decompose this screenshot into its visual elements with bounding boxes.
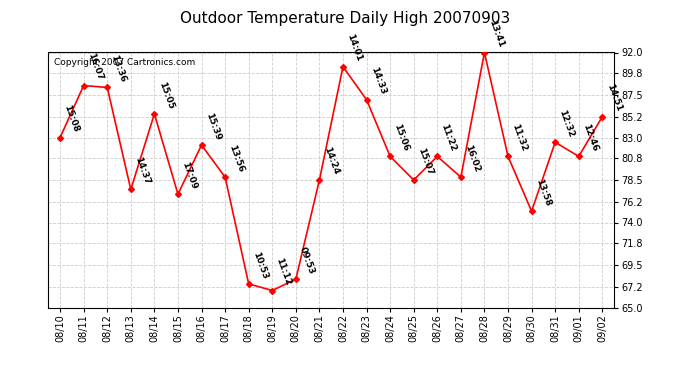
- Text: 15:08: 15:08: [63, 104, 81, 134]
- Text: 13:56: 13:56: [228, 143, 246, 173]
- Text: 11:12: 11:12: [275, 257, 293, 287]
- Text: 12:32: 12:32: [558, 108, 575, 138]
- Text: 13:36: 13:36: [110, 54, 128, 84]
- Text: 16:02: 16:02: [463, 144, 482, 173]
- Text: 15:39: 15:39: [204, 111, 222, 141]
- Text: 15:05: 15:05: [157, 80, 175, 110]
- Text: 13:58: 13:58: [534, 177, 552, 207]
- Text: 14:51: 14:51: [604, 83, 623, 113]
- Text: 09:53: 09:53: [298, 245, 317, 275]
- Text: 15:06: 15:06: [393, 123, 411, 153]
- Text: 13:41: 13:41: [486, 19, 505, 49]
- Text: 11:22: 11:22: [440, 123, 458, 153]
- Text: 14:24: 14:24: [322, 146, 340, 176]
- Text: 16:07: 16:07: [86, 52, 104, 82]
- Text: 12:46: 12:46: [581, 123, 600, 153]
- Text: 10:53: 10:53: [251, 250, 269, 280]
- Text: 14:01: 14:01: [345, 33, 364, 63]
- Text: 11:32: 11:32: [511, 123, 529, 153]
- Text: Copyright 2007 Cartronics.com: Copyright 2007 Cartronics.com: [54, 58, 195, 67]
- Text: 14:33: 14:33: [369, 66, 387, 96]
- Text: 17:09: 17:09: [180, 160, 199, 190]
- Text: Outdoor Temperature Daily High 20070903: Outdoor Temperature Daily High 20070903: [180, 11, 510, 26]
- Text: 14:37: 14:37: [133, 156, 152, 186]
- Text: 15:07: 15:07: [416, 146, 434, 176]
